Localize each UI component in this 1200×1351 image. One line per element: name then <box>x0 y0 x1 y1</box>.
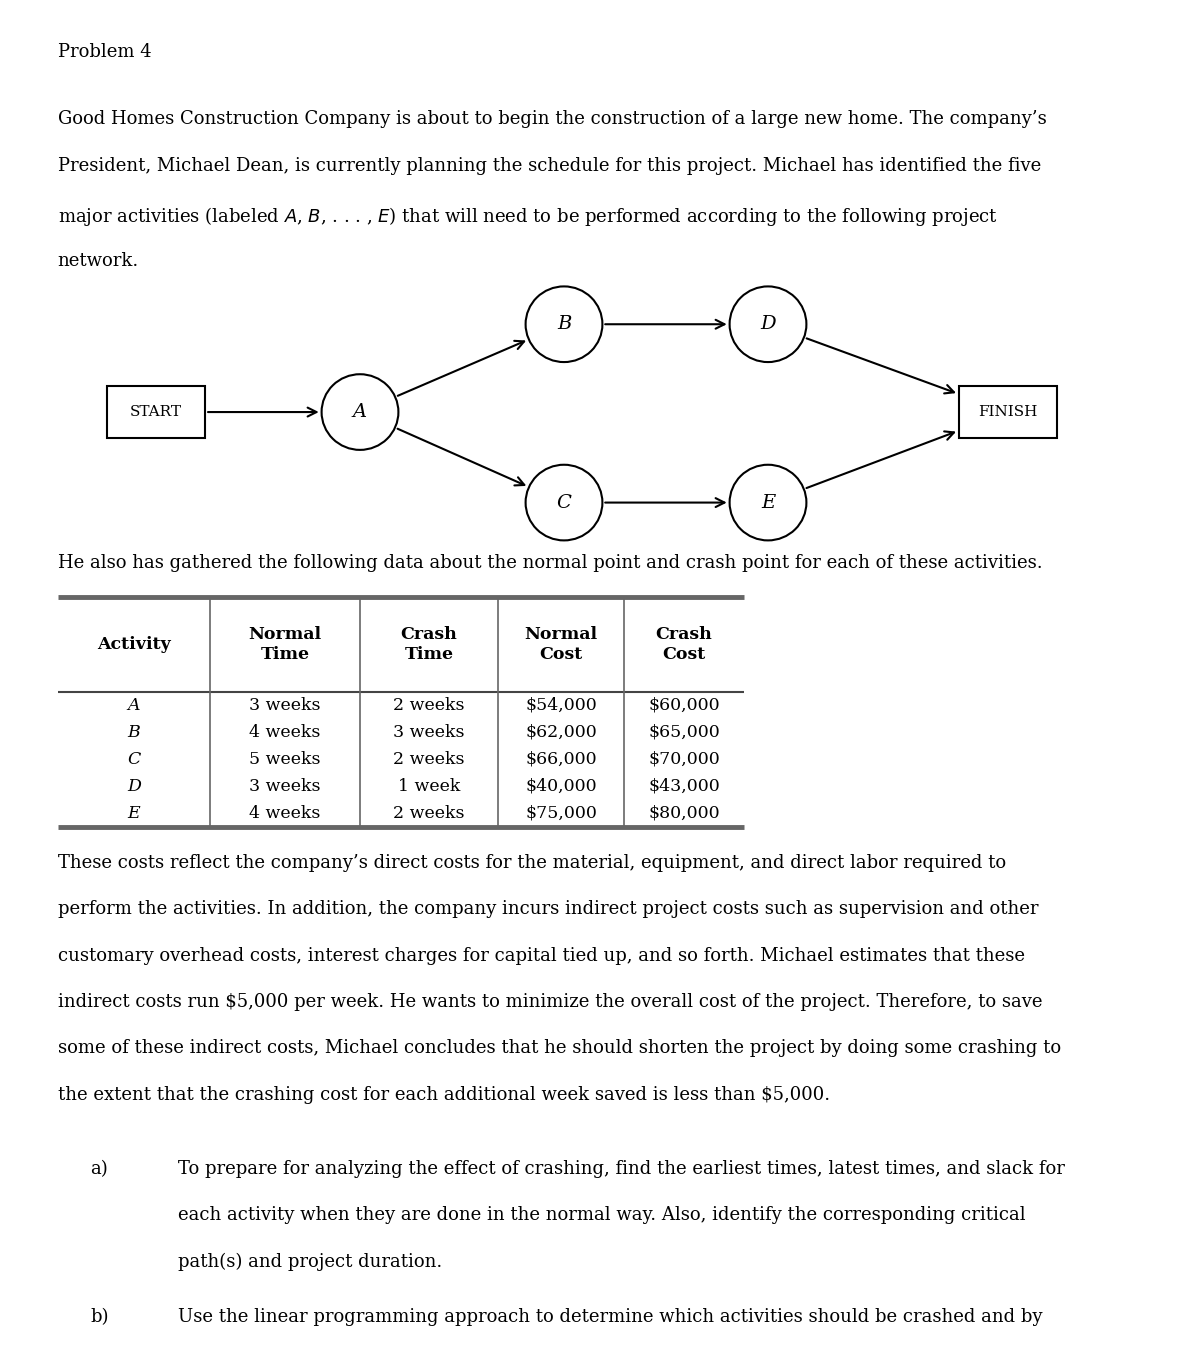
Text: Activity: Activity <box>97 636 170 653</box>
Text: $40,000: $40,000 <box>526 778 596 794</box>
Text: C: C <box>127 751 140 767</box>
Text: $43,000: $43,000 <box>648 778 720 794</box>
Text: These costs reflect the company’s direct costs for the material, equipment, and : These costs reflect the company’s direct… <box>58 854 1006 871</box>
Text: E: E <box>761 493 775 512</box>
Text: perform the activities. In addition, the company incurs indirect project costs s: perform the activities. In addition, the… <box>58 900 1038 919</box>
Text: Crash
Time: Crash Time <box>401 626 457 663</box>
Text: path(s) and project duration.: path(s) and project duration. <box>178 1252 442 1271</box>
Text: Use the linear programming approach to determine which activities should be cras: Use the linear programming approach to d… <box>178 1308 1042 1327</box>
Text: the extent that the crashing cost for each additional week saved is less than $5: the extent that the crashing cost for ea… <box>58 1086 829 1104</box>
Text: D: D <box>760 315 776 334</box>
Text: 1 week: 1 week <box>398 778 460 794</box>
Text: START: START <box>130 405 182 419</box>
Text: To prepare for analyzing the effect of crashing, find the earliest times, latest: To prepare for analyzing the effect of c… <box>178 1161 1064 1178</box>
Text: each activity when they are done in the normal way. Also, identify the correspon: each activity when they are done in the … <box>178 1206 1025 1224</box>
Text: 2 weeks: 2 weeks <box>394 697 464 713</box>
Text: B: B <box>127 724 140 740</box>
Text: 3 weeks: 3 weeks <box>250 778 320 794</box>
Text: 2 weeks: 2 weeks <box>394 751 464 767</box>
Text: B: B <box>557 315 571 334</box>
Text: some of these indirect costs, Michael concludes that he should shorten the proje: some of these indirect costs, Michael co… <box>58 1039 1061 1058</box>
Text: FINISH: FINISH <box>978 405 1038 419</box>
Text: $60,000: $60,000 <box>648 697 720 713</box>
Text: Good Homes Construction Company is about to begin the construction of a large ne: Good Homes Construction Company is about… <box>58 109 1046 128</box>
Text: He also has gathered the following data about the normal point and crash point f: He also has gathered the following data … <box>58 554 1043 571</box>
Text: A: A <box>127 697 140 713</box>
Text: network.: network. <box>58 253 139 270</box>
Text: 2 weeks: 2 weeks <box>394 805 464 821</box>
Text: 5 weeks: 5 weeks <box>250 751 320 767</box>
Text: Problem 4: Problem 4 <box>58 43 151 61</box>
Ellipse shape <box>526 465 602 540</box>
Ellipse shape <box>730 465 806 540</box>
Text: $54,000: $54,000 <box>526 697 596 713</box>
Text: President, Michael Dean, is currently planning the schedule for this project. Mi: President, Michael Dean, is currently pl… <box>58 158 1040 176</box>
Text: $80,000: $80,000 <box>648 805 720 821</box>
Text: $62,000: $62,000 <box>526 724 596 740</box>
Text: E: E <box>127 805 140 821</box>
Text: 3 weeks: 3 weeks <box>394 724 464 740</box>
Ellipse shape <box>526 286 602 362</box>
Text: 4 weeks: 4 weeks <box>250 805 320 821</box>
Text: major activities (labeled $A$, $B$, . . . , $E$) that will need to be performed : major activities (labeled $A$, $B$, . . … <box>58 205 997 228</box>
Text: customary overhead costs, interest charges for capital tied up, and so forth. Mi: customary overhead costs, interest charg… <box>58 947 1025 965</box>
Text: a): a) <box>90 1161 108 1178</box>
Text: $65,000: $65,000 <box>648 724 720 740</box>
Text: 4 weeks: 4 weeks <box>250 724 320 740</box>
Text: indirect costs run $5,000 per week. He wants to minimize the overall cost of the: indirect costs run $5,000 per week. He w… <box>58 993 1042 1011</box>
Bar <box>959 386 1057 438</box>
Ellipse shape <box>730 286 806 362</box>
Text: 3 weeks: 3 weeks <box>250 697 320 713</box>
Text: Normal
Cost: Normal Cost <box>524 626 598 663</box>
Text: $66,000: $66,000 <box>526 751 596 767</box>
Text: $70,000: $70,000 <box>648 751 720 767</box>
Text: b): b) <box>90 1308 108 1327</box>
Text: C: C <box>557 493 571 512</box>
Text: $75,000: $75,000 <box>526 805 596 821</box>
Text: A: A <box>353 403 367 422</box>
Bar <box>107 386 205 438</box>
Text: Crash
Cost: Crash Cost <box>655 626 713 663</box>
Text: D: D <box>127 778 140 794</box>
Ellipse shape <box>322 374 398 450</box>
Text: Normal
Time: Normal Time <box>248 626 322 663</box>
